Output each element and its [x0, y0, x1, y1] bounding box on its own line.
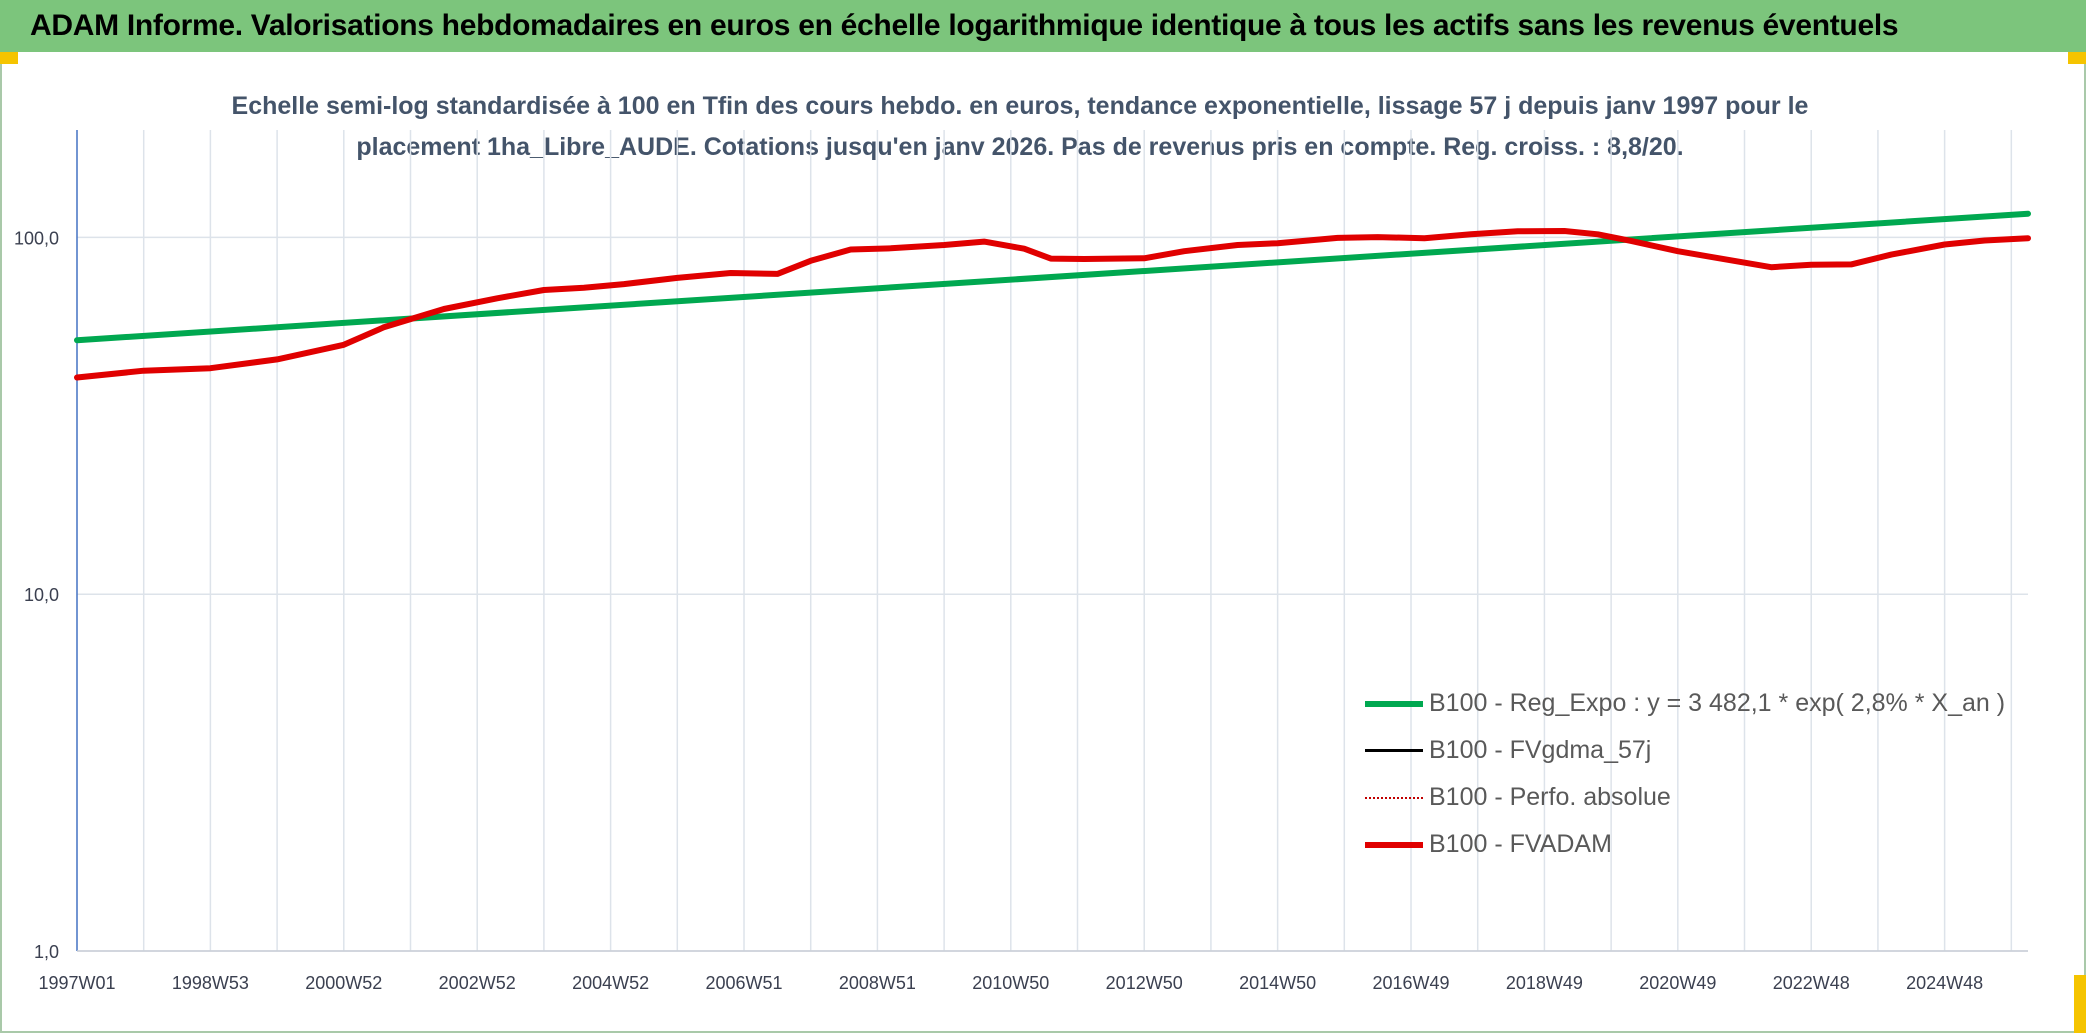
x-tick-label: 2006W51: [705, 973, 782, 993]
legend-swatch-reg-expo: [1365, 700, 1423, 707]
x-tick-label: 2020W49: [1639, 973, 1716, 993]
x-tick-label: 2008W51: [839, 973, 916, 993]
x-tick-label: 2010W50: [972, 973, 1049, 993]
x-tick-label: 1998W53: [172, 973, 249, 993]
title-banner: ADAM Informe. Valorisations hebdomadaire…: [0, 0, 2086, 52]
series-line-reg-expo: [74, 210, 2031, 344]
legend-label-reg-expo: B100 - Reg_Expo : y = 3 482,1 * exp( 2,8…: [1429, 689, 2006, 717]
corner-marker-right: [2068, 52, 2086, 64]
corner-marker-left: [0, 52, 18, 64]
gridlines: [77, 130, 2028, 952]
x-tick-label: 2012W50: [1106, 973, 1183, 993]
x-tick-label: 2018W49: [1506, 973, 1583, 993]
y-tick-label: 1,0: [34, 942, 59, 962]
corner-marker-bottom-right: [2074, 975, 2086, 1033]
y-tick-label: 10,0: [24, 585, 59, 605]
chart-title: Echelle semi-log standardisée à 100 en T…: [231, 92, 1809, 161]
legend-swatch-fvadam: [1365, 841, 1423, 848]
axes: [76, 130, 2028, 952]
y-tick-label: 100,0: [14, 228, 59, 248]
x-tick-label: 2024W48: [1906, 973, 1983, 993]
legend-label-fvadam: B100 - FVADAM: [1429, 830, 1612, 858]
legend-item-fvadam: B100 - FVADAM: [1365, 821, 2005, 868]
x-tick-label: 2004W52: [572, 973, 649, 993]
legend-item-fvgdma: B100 - FVgdma_57j: [1365, 727, 2005, 774]
legend-label-fvgdma: B100 - FVgdma_57j: [1429, 736, 1652, 764]
x-tick-label: 2022W48: [1773, 973, 1850, 993]
series-line-fvadam: [74, 228, 2031, 381]
x-tick-label: 1997W01: [38, 973, 115, 993]
x-tick-label: 2016W49: [1372, 973, 1449, 993]
legend-swatch-perfo: [1365, 796, 1423, 799]
series-lines: [74, 210, 2031, 381]
tick-labels: 1,0 10,0 100,0 1997W01 1998W53 2000W52 2002W52…: [14, 228, 1983, 993]
x-tick-label: 2002W52: [439, 973, 516, 993]
report-title: ADAM Informe. Valorisations hebdomadaire…: [30, 9, 1899, 42]
legend-swatch-fvgdma: [1365, 749, 1423, 752]
x-tick-label: 2000W52: [305, 973, 382, 993]
x-tick-label: 2014W50: [1239, 973, 1316, 993]
legend: B100 - Reg_Expo : y = 3 482,1 * exp( 2,8…: [1365, 680, 2005, 868]
legend-item-perfo: B100 - Perfo. absolue: [1365, 774, 2005, 821]
legend-label-perfo: B100 - Perfo. absolue: [1429, 783, 1671, 811]
legend-item-reg-expo: B100 - Reg_Expo : y = 3 482,1 * exp( 2,8…: [1365, 680, 2005, 727]
